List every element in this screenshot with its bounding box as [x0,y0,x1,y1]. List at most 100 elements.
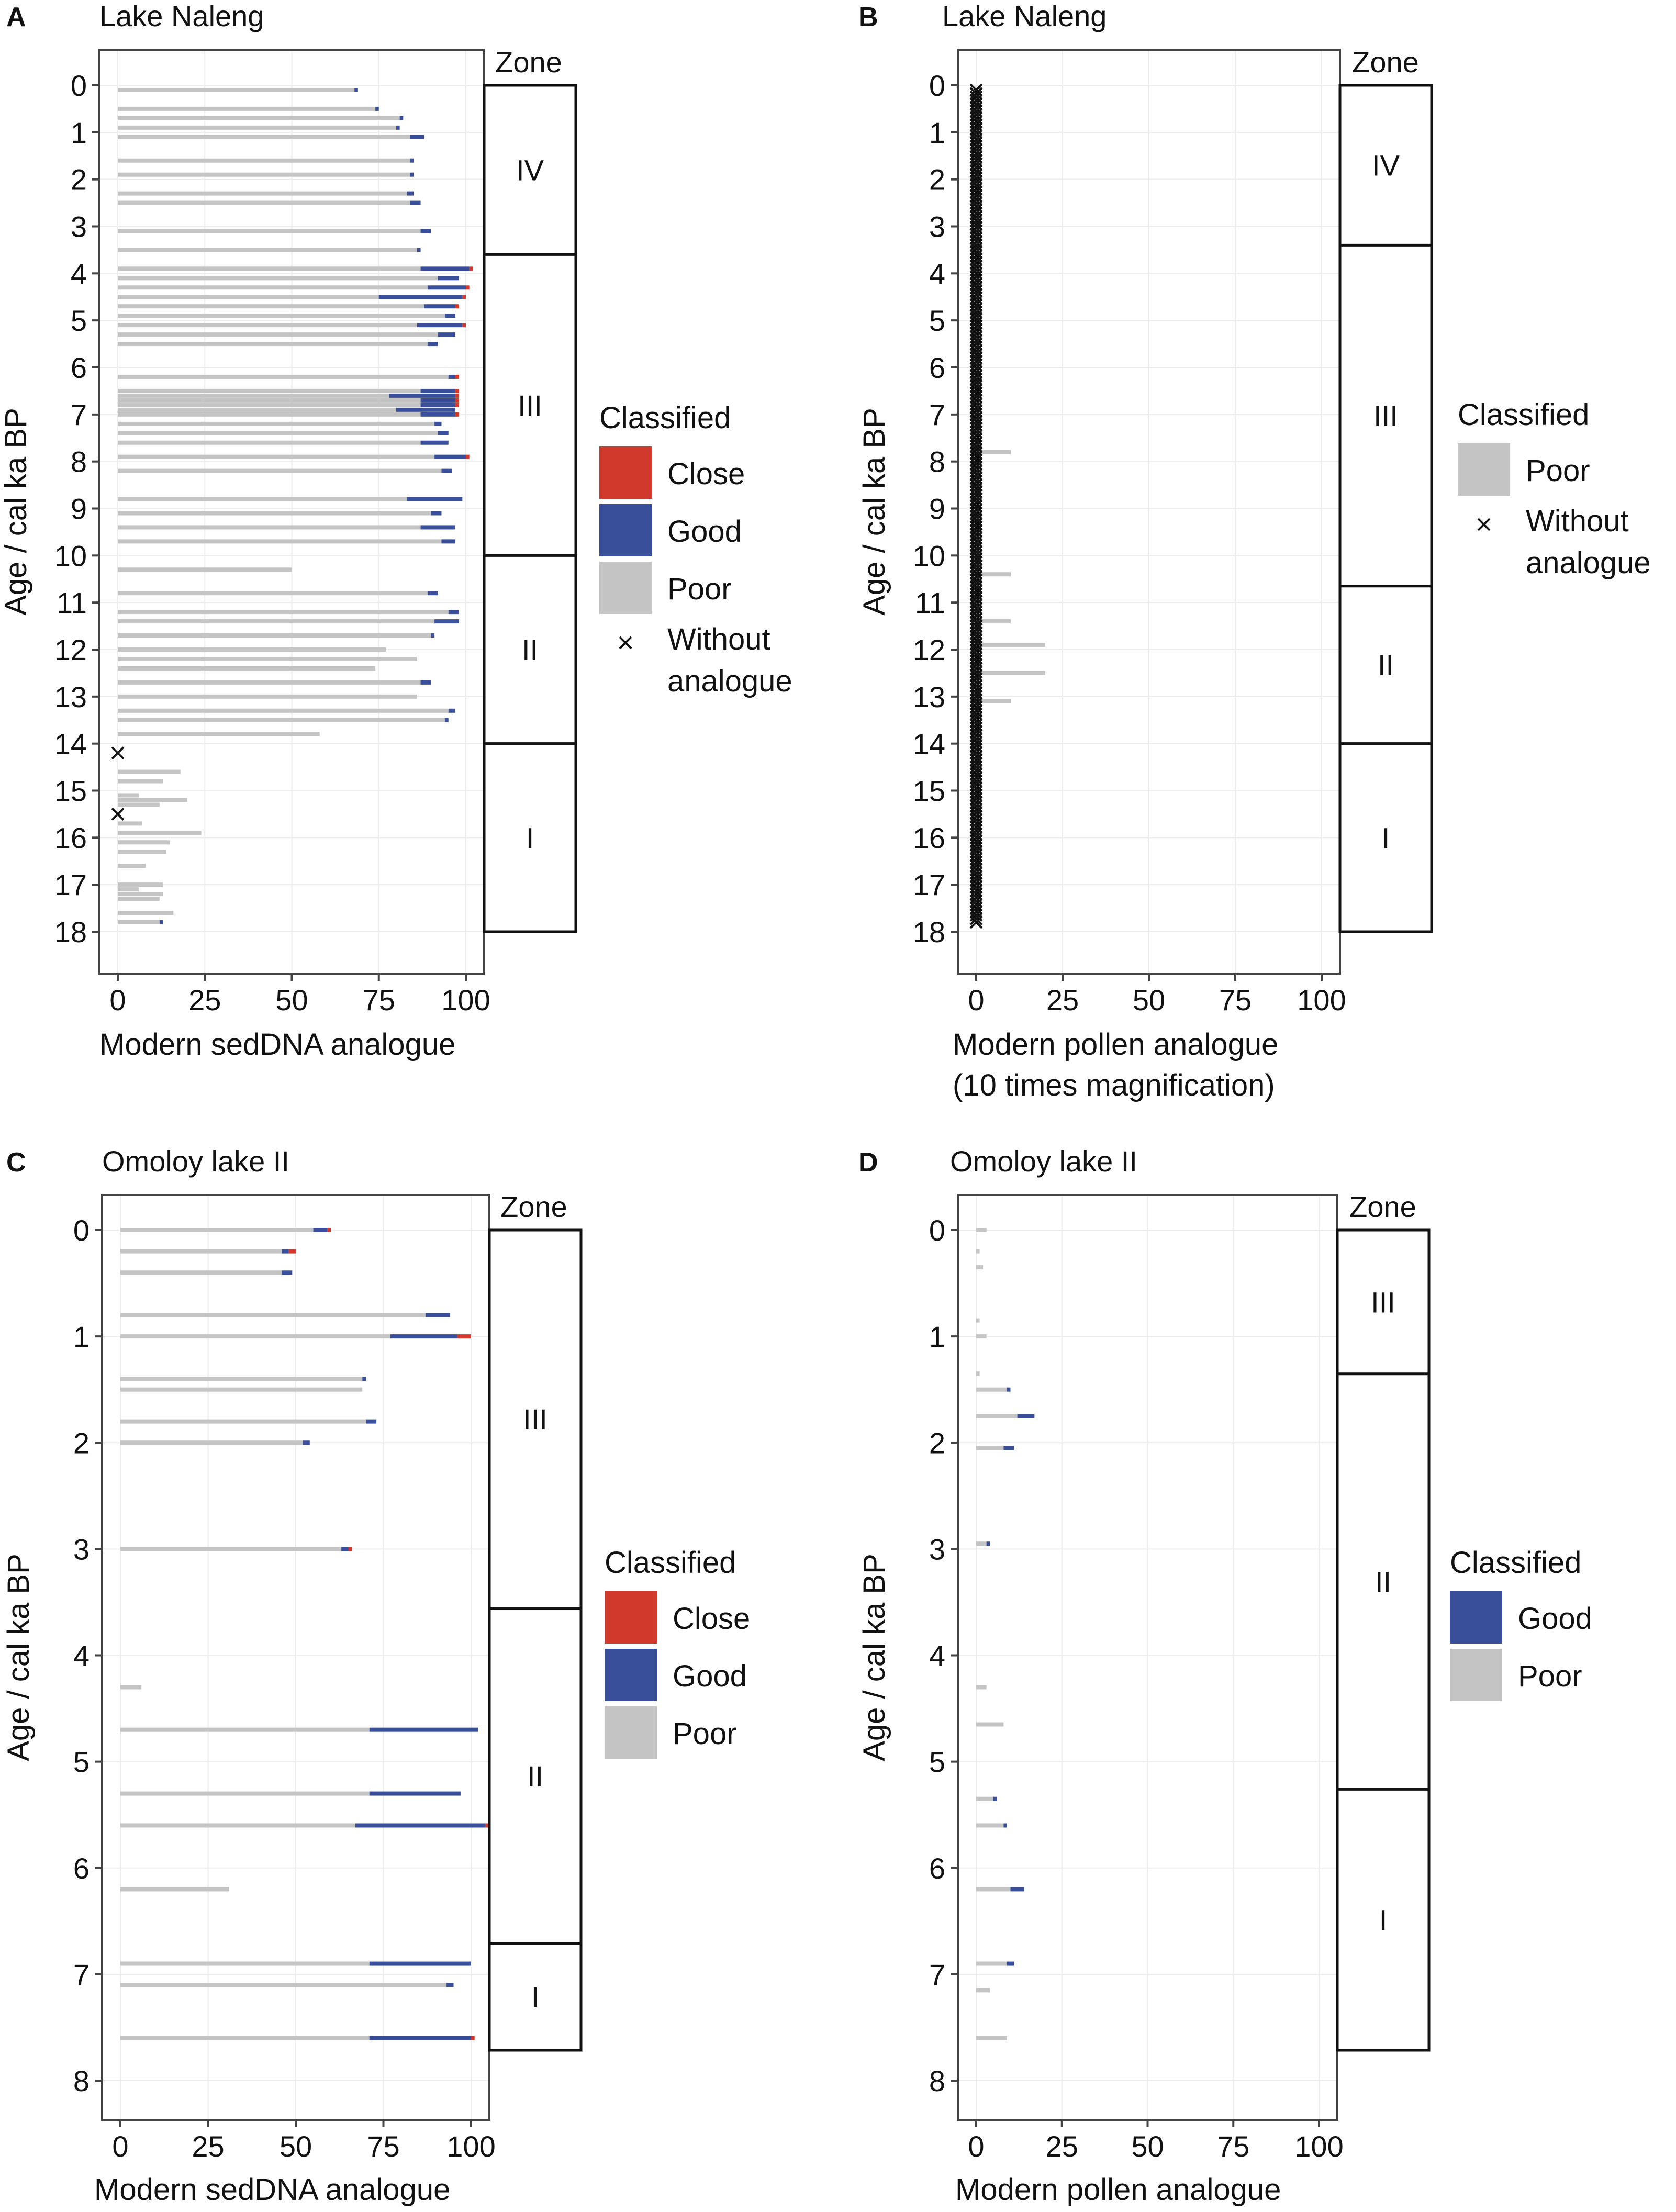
bar-good [1003,1823,1007,1828]
x-tick-label: 100 [1294,2130,1343,2163]
bar-good [362,1377,366,1381]
bar-good [313,1228,328,1232]
zone-label: II [1375,1566,1391,1599]
y-tick-label: 13 [913,680,945,713]
bar-poor [118,769,181,774]
bar-poor [118,647,386,652]
x-tick-label: 75 [367,2130,399,2163]
panel-title: Omoloy lake II [102,1145,289,1178]
bar-poor [120,1823,355,1828]
bar-good [431,511,442,516]
bar-poor [976,619,1011,624]
zone-label: I [526,821,534,854]
bar-poor [120,1440,303,1445]
y-tick-label: 4 [71,257,87,290]
y-tick-label: 17 [913,868,945,901]
bar-poor [118,511,431,516]
x-tick-label: 25 [192,2130,224,2163]
x-tick-label: 100 [446,2130,495,2163]
bar-good [434,421,442,426]
bar-poor [118,158,410,163]
bar-poor [976,572,1011,577]
zone-label: IV [516,154,544,187]
legend-label: Poor [1526,454,1590,488]
bar-poor [118,116,400,120]
bar-good [420,266,470,271]
bar-good [355,1823,485,1828]
bar-poor [118,314,445,318]
cross-stroke [111,808,125,821]
zone-label: II [522,633,538,666]
y-tick-label: 7 [929,1958,945,1991]
y-tick-label: 10 [913,539,945,572]
y-tick-label: 1 [929,116,945,149]
bar-good [417,323,463,328]
bar-good [354,87,358,92]
legend-swatch-poor [599,562,652,614]
bar-poor [120,1791,370,1796]
bar-poor [976,1887,1011,1892]
legend: Classified Close Good Poor [605,1546,750,1759]
bar-good [410,158,414,163]
zone-column [1338,84,1433,933]
y-tick-label: 14 [54,728,87,761]
panel-title: Lake Naleng [99,0,264,32]
zone-column [488,1228,583,2052]
legend-label: Close [667,457,745,491]
bar-good [424,304,456,309]
bar-good [159,920,163,925]
bar-poor [120,1377,363,1381]
y-tick-label: 0 [929,1214,945,1247]
bar-poor [120,1313,426,1317]
y-tick-label: 1 [73,1320,90,1353]
zone-label: I [1379,1904,1388,1937]
bar-poor [118,892,163,897]
bar-close [327,1228,331,1232]
bar-poor [118,431,438,435]
y-tick-label: 4 [73,1639,90,1672]
bar-poor [118,87,355,92]
panel-title: Omoloy lake II [950,1145,1137,1178]
bar-good [378,295,463,299]
y-tick-label: 5 [71,304,87,337]
bar-good [420,229,431,233]
y-tick-label: 7 [929,398,945,431]
bar-good [1017,1414,1035,1418]
y-tick-label: 4 [929,257,945,290]
bar-poor [120,1685,142,1690]
zone-label: III [518,389,542,422]
bar-poor [120,1387,363,1392]
y-tick-label: 15 [913,775,945,808]
bar-poor [118,793,139,798]
bar-good [438,276,459,281]
legend-title: Classified [1450,1546,1581,1580]
bar-poor [976,1685,987,1690]
y-tick-label: 8 [71,445,87,478]
bar-poor [118,821,142,826]
bar-good [410,200,421,205]
x-tick-label: 50 [275,984,308,1016]
bar-good [1003,1446,1014,1450]
x-tick-label: 75 [363,984,395,1016]
bar-poor [118,407,396,412]
without-analogue-marker [969,912,983,925]
legend-title: Classified [605,1546,736,1580]
legend-swatch-poor [605,1706,657,1759]
panel-letter: A [6,2,26,32]
zone-label: III [1371,1286,1395,1319]
x-tick-label: 0 [109,984,126,1016]
y-tick-label: 5 [929,1746,945,1779]
y-tick-label: 12 [54,633,87,666]
y-axis-label: Age / cal ka BP [857,408,891,616]
bar-poor [118,897,160,901]
y-tick-label: 8 [929,445,945,478]
y-tick-label: 0 [929,69,945,102]
zone-header: Zone [1349,1190,1416,1223]
y-tick-label: 6 [929,351,945,384]
y-tick-label: 6 [71,351,87,384]
bar-poor [118,619,435,624]
bar-close [466,285,470,290]
bars [118,87,473,925]
zone-column [483,84,577,933]
